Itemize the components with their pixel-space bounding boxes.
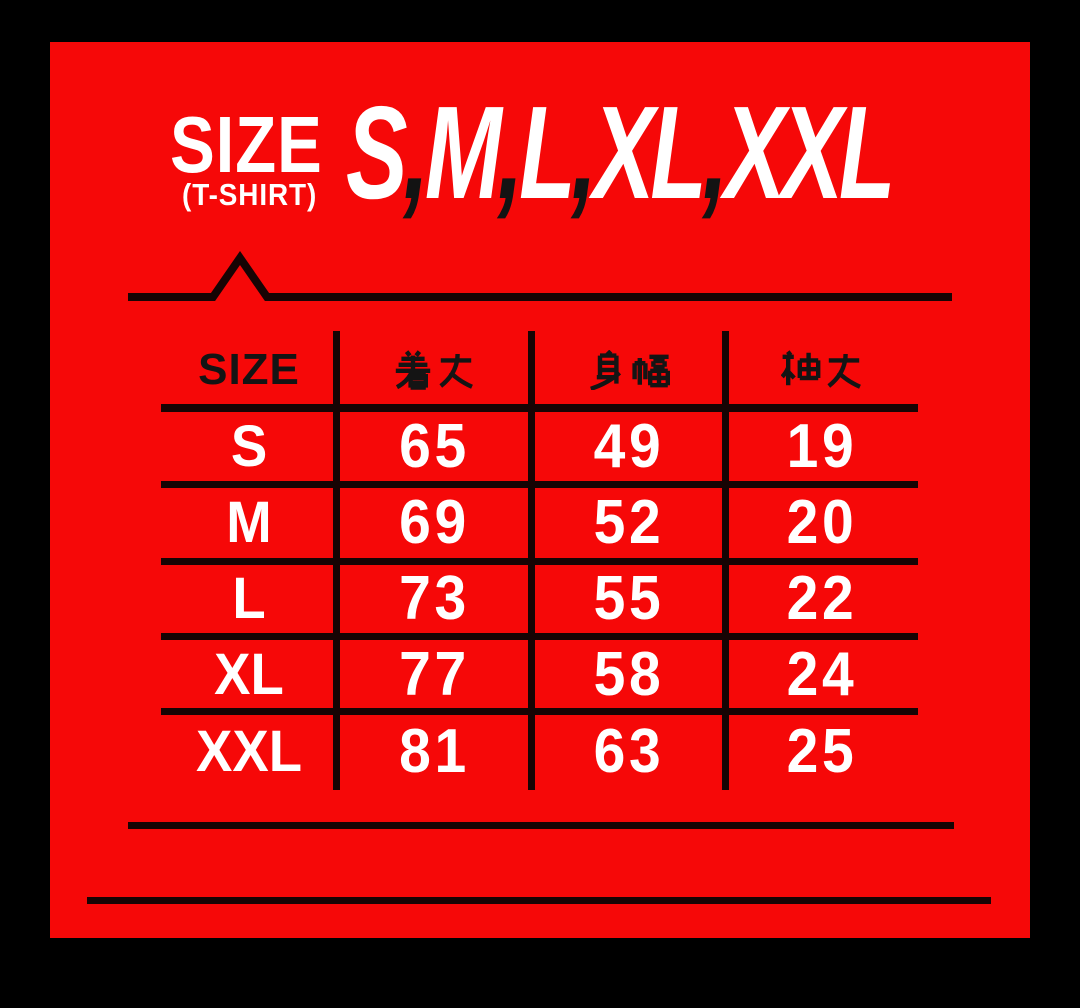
value-cell: 20 — [786, 488, 858, 557]
value-cell: 69 — [399, 488, 470, 557]
value-cell: 19 — [786, 411, 858, 481]
value-cell: 63 — [593, 716, 665, 786]
value-cell: 81 — [399, 716, 470, 786]
value-cell: 65 — [399, 411, 470, 481]
bottom-rule-lower — [87, 897, 991, 904]
size-title: SIZE — [170, 100, 323, 189]
table-header-body-length — [337, 331, 532, 408]
headline-letter: M — [424, 79, 502, 226]
value-cell: 52 — [593, 488, 665, 557]
size-cell: S — [230, 413, 268, 479]
size-cell: XL — [214, 642, 284, 707]
value-cell: 25 — [786, 716, 858, 786]
headline-letter: XXL — [724, 79, 895, 226]
table-header-size: SIZE — [198, 344, 300, 394]
headline-comma: , — [497, 79, 524, 226]
red-size-chart-panel: SIZE (T-SHIRT) S,M,L,XL,XXL SIZE — [50, 42, 1030, 938]
value-cell: 22 — [786, 564, 858, 633]
table-header-body-width — [532, 331, 726, 408]
table-header-sleeve-length — [726, 331, 918, 408]
headline-comma: , — [403, 79, 429, 226]
size-cell: L — [232, 566, 266, 631]
kanji-sleeve-length-glyph — [780, 349, 864, 390]
headline-letter: S — [346, 79, 408, 226]
row-divider — [161, 708, 918, 715]
kanji-body-length-glyph — [393, 349, 476, 390]
header-underline — [161, 404, 918, 412]
size-cell: XXL — [195, 718, 303, 784]
size-table: SIZE S — [161, 331, 918, 790]
value-cell: 55 — [593, 564, 665, 633]
pointer-underline — [128, 250, 952, 301]
headline-comma: , — [571, 79, 597, 226]
value-cell: 73 — [399, 564, 470, 633]
value-cell: 49 — [593, 411, 665, 481]
headline-comma: , — [702, 79, 729, 226]
row-divider — [161, 481, 918, 488]
row-divider — [161, 633, 918, 640]
headline-letter: L — [519, 79, 575, 226]
row-divider — [161, 558, 918, 565]
value-cell: 58 — [593, 640, 665, 709]
size-cell: M — [226, 490, 272, 555]
value-cell: 24 — [786, 640, 858, 709]
headline-letter: XL — [592, 79, 707, 226]
kanji-body-width-glyph — [588, 349, 671, 390]
headline-sizes: S,M,L,XL,XXL — [346, 87, 895, 219]
tshirt-sublabel: (T-SHIRT) — [182, 177, 318, 212]
bottom-rule-upper — [128, 822, 954, 829]
value-cell: 77 — [399, 640, 470, 709]
